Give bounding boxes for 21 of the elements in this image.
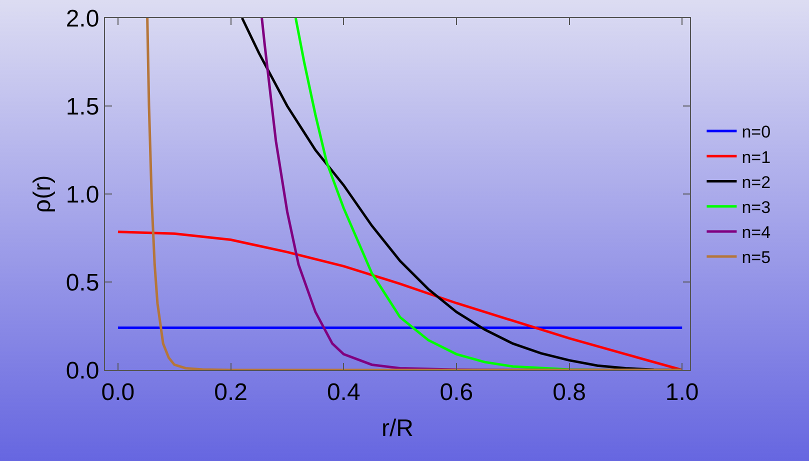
x-axis-title: r/R	[382, 415, 414, 442]
x-tick-label: 0.6	[440, 378, 474, 406]
line-series	[116, 230, 684, 370]
legend-label: n=5	[742, 248, 771, 268]
line-series	[146, 18, 684, 370]
legend-label: n=0	[742, 122, 771, 142]
x-tick-label: 1.0	[665, 378, 699, 406]
legend-label: n=3	[742, 198, 771, 217]
y-tick-label: 0.0	[66, 357, 100, 384]
x-tick-label: 0.0	[101, 378, 135, 406]
legend-label: n=4	[742, 223, 771, 242]
x-tick-label: 0.2	[214, 378, 248, 406]
y-tick-label: 1.5	[66, 93, 100, 120]
y-tick-label: 2.0	[66, 5, 100, 32]
legend-label: n=2	[742, 172, 771, 192]
y-tick-label: 1.0	[66, 181, 100, 208]
legend-label: n=1	[742, 148, 771, 167]
y-axis-title: ρ(r)	[28, 175, 56, 213]
y-tick-label: 0.5	[66, 269, 100, 296]
x-tick-label: 0.4	[326, 378, 360, 406]
x-tick-label: 0.8	[552, 378, 586, 406]
